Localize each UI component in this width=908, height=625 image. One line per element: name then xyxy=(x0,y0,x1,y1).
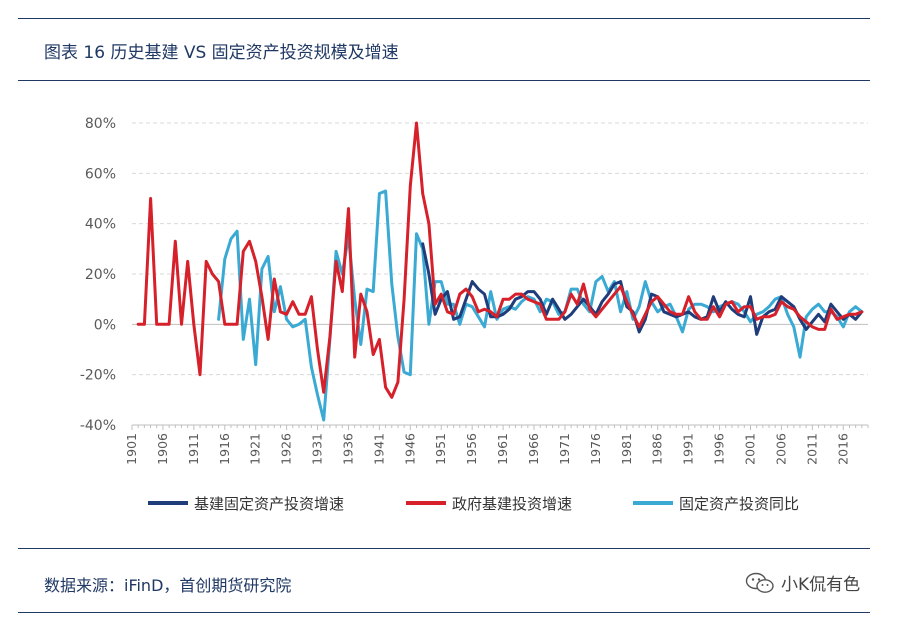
y-tick-label: 40% xyxy=(85,217,116,233)
series-line-2 xyxy=(136,121,864,399)
page-title: 图表 16 历史基建 VS 固定资产投资规模及增速 xyxy=(44,43,399,63)
wechat-icon xyxy=(745,572,774,593)
x-tick-label: 1911 xyxy=(186,433,201,465)
x-tick-label: 1941 xyxy=(371,433,386,465)
x-tick-label: 1951 xyxy=(433,433,448,465)
x-tick-label: 1966 xyxy=(526,433,541,465)
x-tick-label: 1956 xyxy=(464,433,479,465)
x-tick-label: 2016 xyxy=(835,433,850,465)
bottom-rule xyxy=(18,612,870,613)
x-tick-label: 1926 xyxy=(279,433,294,465)
x-tick-label: 1991 xyxy=(681,433,696,465)
x-tick-label: 2001 xyxy=(742,433,757,465)
x-tick-label: 1906 xyxy=(155,433,170,465)
x-tick-label: 2011 xyxy=(804,433,819,465)
x-tick-label: 1901 xyxy=(124,433,139,465)
chart-legend: 基建固定资产投资增速 政府基建投资增速 固定资产投资同比 xyxy=(148,495,799,513)
y-tick-label: 60% xyxy=(85,166,116,182)
brand-name: 小K侃有色 xyxy=(781,575,861,595)
y-tick-label: -20% xyxy=(80,368,116,384)
x-tick-label: 1921 xyxy=(248,433,263,465)
x-tick-label: 1961 xyxy=(495,433,510,465)
x-axis: 1901 1906 1911 1916 1921 1926 1931 1936 1941 1946… xyxy=(124,323,869,465)
legend-label: 基建固定资产投资增速 xyxy=(194,495,344,513)
legend-label: 固定资产投资同比 xyxy=(679,495,799,513)
x-tick-label: 1916 xyxy=(217,433,232,465)
y-axis-ticks: -40% -20% 0% 20% 40% 60% 80% xyxy=(80,116,116,434)
title-rule xyxy=(18,80,870,81)
x-tick-label: 1936 xyxy=(340,433,355,465)
x-tick-label: 1931 xyxy=(310,433,325,465)
y-tick-label: 80% xyxy=(85,116,116,132)
y-tick-label: 0% xyxy=(94,317,116,333)
x-tick-label: 1946 xyxy=(402,433,417,465)
source-top-rule xyxy=(18,548,870,549)
x-tick-label: 1981 xyxy=(619,433,634,465)
x-tick-label: 1976 xyxy=(588,433,603,465)
x-tick-label: 1971 xyxy=(557,433,572,465)
chart-lines xyxy=(136,121,864,422)
x-tick-label: 1996 xyxy=(712,433,727,465)
top-rule xyxy=(18,18,870,19)
y-tick-label: 20% xyxy=(85,267,116,283)
legend-label: 政府基建投资增速 xyxy=(452,495,572,513)
y-tick-label: -40% xyxy=(80,418,116,434)
brand: 小K侃有色 xyxy=(745,570,860,595)
x-tick-label: 2006 xyxy=(773,433,788,465)
data-source: 数据来源：iFinD，首创期货研究院 xyxy=(44,576,292,595)
x-tick-label: 1986 xyxy=(650,433,665,465)
